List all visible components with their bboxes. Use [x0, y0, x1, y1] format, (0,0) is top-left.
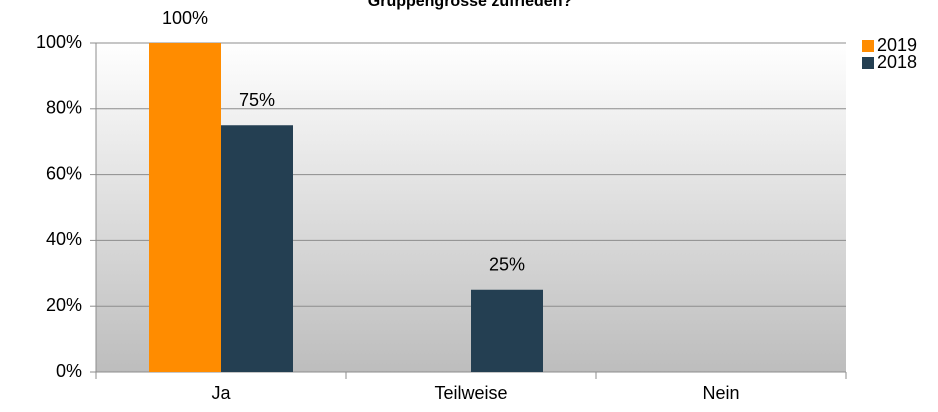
y-tick-label: 20%	[46, 295, 82, 315]
legend-swatch	[862, 57, 874, 69]
x-tick-label: Nein	[702, 383, 739, 403]
y-tick-label: 80%	[46, 98, 82, 118]
data-label: 25%	[489, 255, 525, 275]
legend-label: 2019	[877, 35, 917, 55]
bar	[149, 43, 221, 372]
chart-title: Gruppengrösse zufrieden?	[368, 0, 572, 10]
data-label: 75%	[239, 90, 275, 110]
y-tick-label: 0%	[56, 361, 82, 381]
y-tick-label: 40%	[46, 229, 82, 249]
x-tick-label: Teilweise	[434, 383, 507, 403]
y-tick-label: 100%	[36, 32, 82, 52]
y-tick-label: 60%	[46, 163, 82, 183]
x-tick-label: Ja	[211, 383, 231, 403]
bar	[221, 125, 293, 372]
bar	[471, 289, 543, 372]
legend-label: 2018	[877, 52, 917, 72]
data-label: 100%	[162, 8, 208, 28]
legend-swatch	[862, 40, 874, 52]
